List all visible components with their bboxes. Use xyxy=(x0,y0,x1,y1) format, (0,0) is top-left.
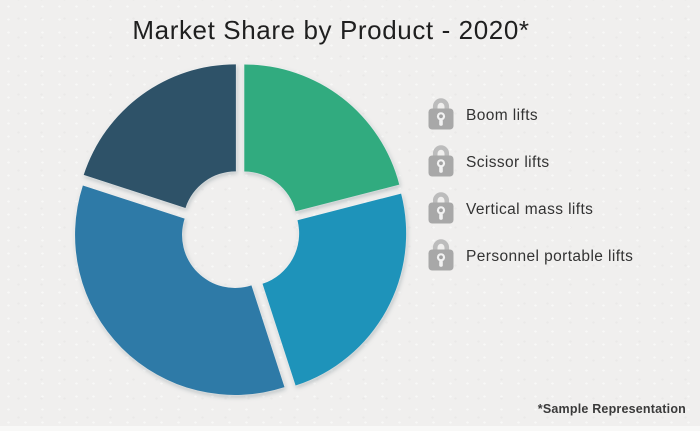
donut-slice-personnel-portable-lifts xyxy=(83,64,236,208)
legend-label: Scissor lifts xyxy=(466,154,550,171)
legend-label: Personnel portable lifts xyxy=(466,248,634,265)
padlock-icon xyxy=(428,145,454,177)
legend-item-scissor-lifts: Scissor lifts xyxy=(428,143,633,177)
legend-item-vertical-mass-lifts: Vertical mass lifts xyxy=(428,190,633,224)
chart-title: Market Share by Product - 2020* xyxy=(132,15,530,45)
legend: Boom lifts Scissor lifts Vertical mass l… xyxy=(428,96,633,271)
legend-item-personnel-portable-lifts: Personnel portable lifts xyxy=(428,237,633,271)
padlock-icon xyxy=(428,239,454,271)
donut-slice-scissor-lifts xyxy=(262,193,407,386)
padlock-icon xyxy=(428,192,454,224)
donut-slice-boom-lifts xyxy=(244,64,400,212)
donut-slice-vertical-mass-lifts xyxy=(75,185,285,395)
legend-label: Boom lifts xyxy=(466,107,539,124)
legend-item-boom-lifts: Boom lifts xyxy=(428,96,633,130)
legend-label: Vertical mass lifts xyxy=(466,201,594,218)
bottom-highlight-strip xyxy=(0,426,700,431)
footnote: *Sample Representation xyxy=(537,402,686,416)
padlock-icon xyxy=(428,98,454,130)
